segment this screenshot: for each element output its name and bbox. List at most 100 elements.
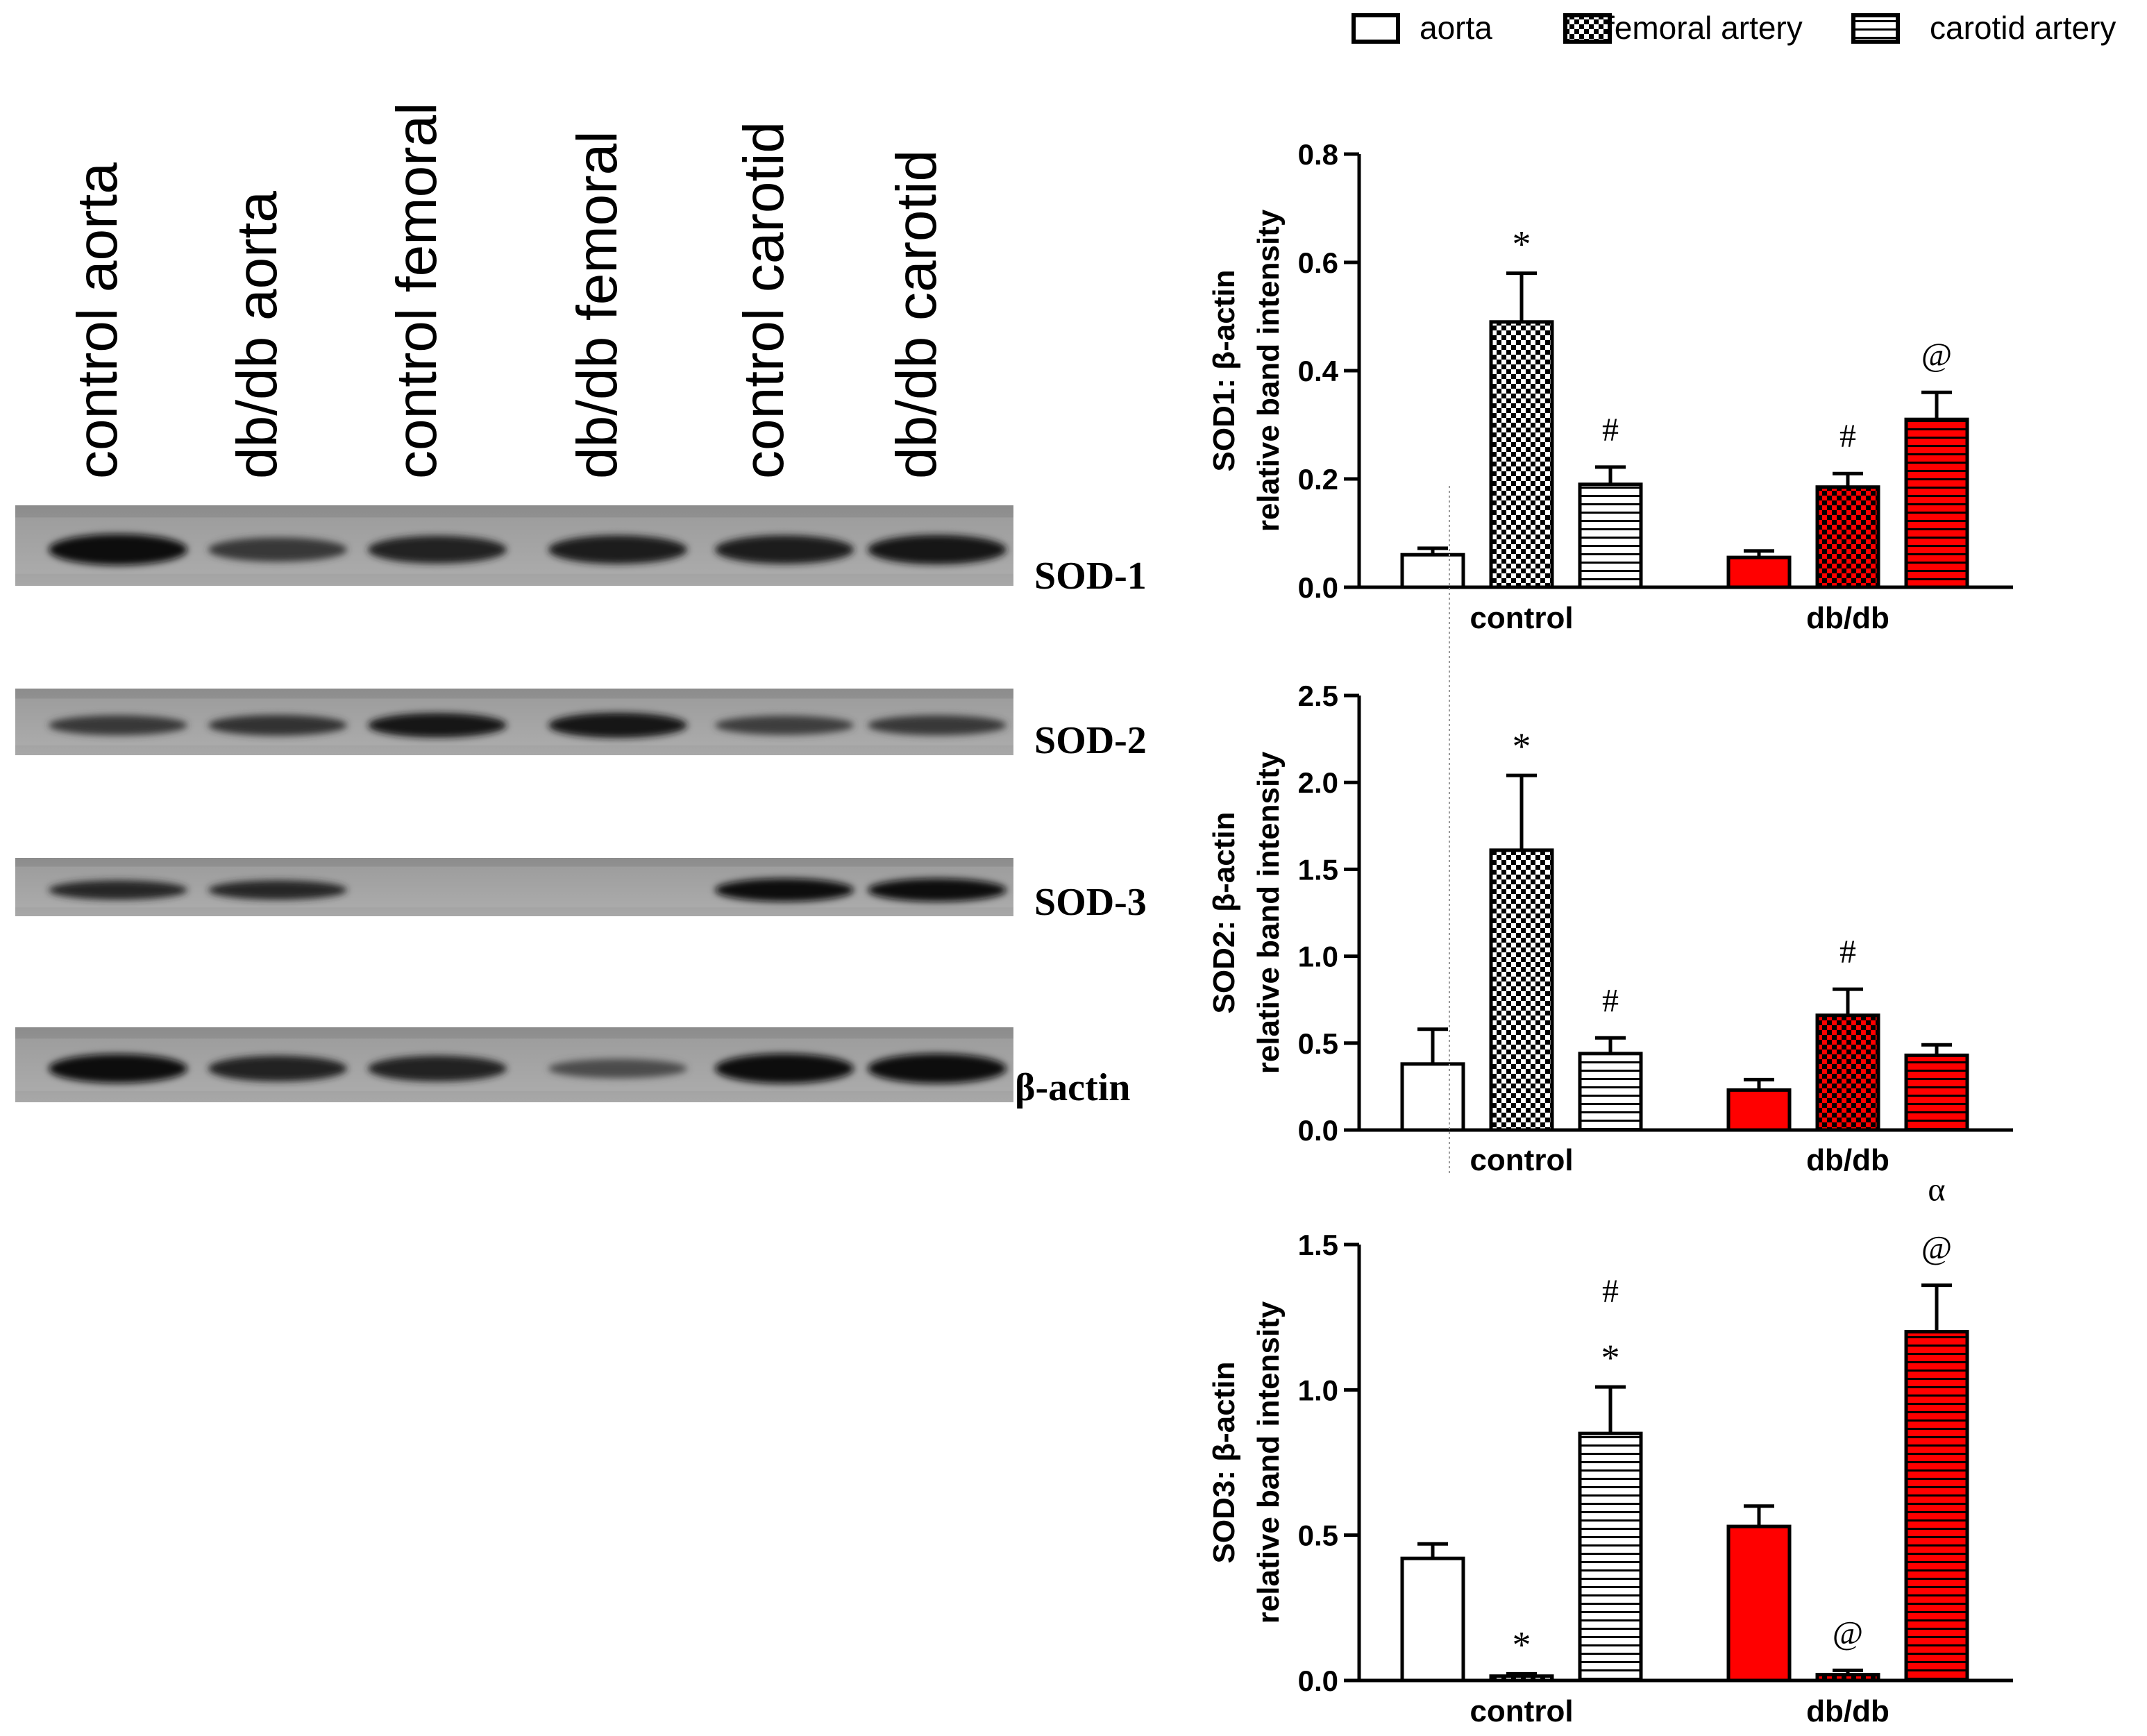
y-tick-label: 1.0 xyxy=(1298,941,1338,973)
blot-row-label: β-actin xyxy=(1015,1066,1130,1109)
blot-band xyxy=(49,715,187,736)
significance-marker: # xyxy=(1602,412,1619,448)
blot-band xyxy=(208,537,347,562)
bar-chart: 0.0 0.5 1.0 1.5 SOD3: β-actin relative band i… xyxy=(1207,1172,2013,1728)
y-tick-label: 1.0 xyxy=(1298,1374,1338,1406)
x-category-label: db/db xyxy=(1806,1143,1889,1177)
significance-marker: α xyxy=(1928,1172,1945,1208)
chart-legend: aorta femoral artery carotid artery xyxy=(1352,10,2116,46)
blot-row: SOD-1 xyxy=(15,505,1147,598)
y-tick-label: 0.5 xyxy=(1298,1027,1338,1060)
y-tick-label: 0.0 xyxy=(1298,1665,1338,1697)
bar xyxy=(1489,1674,1554,1683)
y-tick-label: 2.0 xyxy=(1298,766,1338,799)
blot-strips: SOD-1 SOD-2 SOD-3 β-actin xyxy=(15,505,1147,1109)
significance-marker: @ xyxy=(1833,1615,1863,1651)
blot-band xyxy=(715,715,854,735)
y-tick-label: 1.5 xyxy=(1298,853,1338,886)
blot-band xyxy=(868,878,1007,902)
blot-band xyxy=(368,713,507,738)
lane-label: db/db femoral xyxy=(566,131,629,479)
bar xyxy=(1815,1013,1880,1132)
bar xyxy=(1726,1088,1792,1132)
bar xyxy=(1815,1673,1880,1683)
blot-band xyxy=(548,535,687,564)
blot-band xyxy=(868,1053,1007,1084)
legend-label: carotid artery xyxy=(1930,10,2116,46)
blot-band xyxy=(208,1055,347,1082)
significance-marker: # xyxy=(1839,934,1856,970)
legend-swatch xyxy=(1563,13,1612,44)
blot-band xyxy=(49,534,187,566)
y-axis-label: SOD3: β-actin xyxy=(1207,1362,1241,1564)
blot-band xyxy=(868,534,1007,565)
bar xyxy=(1489,848,1554,1132)
significance-marker: # xyxy=(1602,982,1619,1019)
blot-band xyxy=(715,878,854,902)
bar xyxy=(1400,1062,1465,1132)
blot-row: β-actin xyxy=(15,1027,1130,1109)
blot-row: SOD-3 xyxy=(15,858,1147,924)
legend-swatch xyxy=(1851,13,1900,44)
significance-marker: @ xyxy=(1921,337,1952,373)
blot-row-label: SOD-3 xyxy=(1034,881,1147,924)
bar xyxy=(1815,485,1880,589)
y-tick-label: 0.4 xyxy=(1298,355,1339,387)
bar-charts: 0.0 0.2 0.4 0.6 0.8 SOD1: β-actin relative ban… xyxy=(1207,138,2013,1728)
bar xyxy=(1904,1330,1969,1683)
y-axis-label: SOD1: β-actin xyxy=(1207,270,1241,472)
blot-band xyxy=(548,712,687,738)
y-axis-label: relative band intensity xyxy=(1252,751,1286,1074)
significance-marker: * xyxy=(1601,1337,1620,1379)
bar xyxy=(1400,1556,1465,1683)
x-category-label: control xyxy=(1470,1143,1573,1177)
lane-label: db/db aorta xyxy=(226,191,289,479)
blot-band xyxy=(49,880,187,900)
blot-band xyxy=(715,1053,854,1084)
blot-row-label: SOD-2 xyxy=(1034,719,1147,762)
lane-label: control femoral xyxy=(385,103,448,479)
blot-band xyxy=(208,714,347,736)
lane-label: control aorta xyxy=(66,162,129,479)
bar xyxy=(1578,1431,1643,1683)
bar xyxy=(1904,417,1969,589)
bar-chart: 0.0 0.5 1.0 1.5 2.0 2.5 SOD2: β-actin relative … xyxy=(1207,680,2013,1177)
western-blot-panel: control aorta db/db aorta control femoral d… xyxy=(15,103,1147,1109)
lane-labels: control aorta db/db aorta control femoral d… xyxy=(66,103,948,479)
bar xyxy=(1726,1524,1792,1683)
blot-band xyxy=(868,715,1007,736)
bar xyxy=(1726,555,1792,589)
significance-marker: * xyxy=(1513,725,1531,767)
y-axis-label: relative band intensity xyxy=(1252,1301,1286,1624)
significance-marker: @ xyxy=(1921,1230,1952,1267)
blot-band xyxy=(49,1054,187,1084)
y-tick-label: 0.6 xyxy=(1298,246,1338,279)
lane-label: control carotid xyxy=(732,121,795,479)
x-category-label: db/db xyxy=(1806,601,1889,635)
blot-band xyxy=(715,535,854,564)
y-tick-label: 0.0 xyxy=(1298,571,1338,604)
legend-label: femoral artery xyxy=(1606,10,1803,46)
y-tick-label: 0.0 xyxy=(1298,1114,1338,1147)
lane-label: db/db carotid xyxy=(885,150,948,479)
legend-swatch xyxy=(1352,13,1400,44)
y-axis-label: relative band intensity xyxy=(1252,209,1286,532)
bar xyxy=(1489,320,1554,589)
y-tick-label: 0.8 xyxy=(1298,138,1338,171)
blot-band xyxy=(368,535,507,564)
blot-band xyxy=(208,880,347,900)
significance-marker: # xyxy=(1602,1273,1619,1310)
x-category-label: db/db xyxy=(1806,1694,1889,1728)
blot-band xyxy=(368,1055,507,1082)
blot-row-label: SOD-1 xyxy=(1034,555,1147,598)
significance-marker: * xyxy=(1513,224,1531,265)
bar xyxy=(1400,553,1465,589)
bar xyxy=(1578,482,1643,589)
significance-marker: # xyxy=(1839,418,1856,455)
blot-row: SOD-2 xyxy=(15,689,1147,762)
y-tick-label: 2.5 xyxy=(1298,680,1338,712)
bar xyxy=(1904,1053,1969,1132)
y-tick-label: 1.5 xyxy=(1298,1229,1338,1261)
x-category-label: control xyxy=(1470,601,1573,635)
